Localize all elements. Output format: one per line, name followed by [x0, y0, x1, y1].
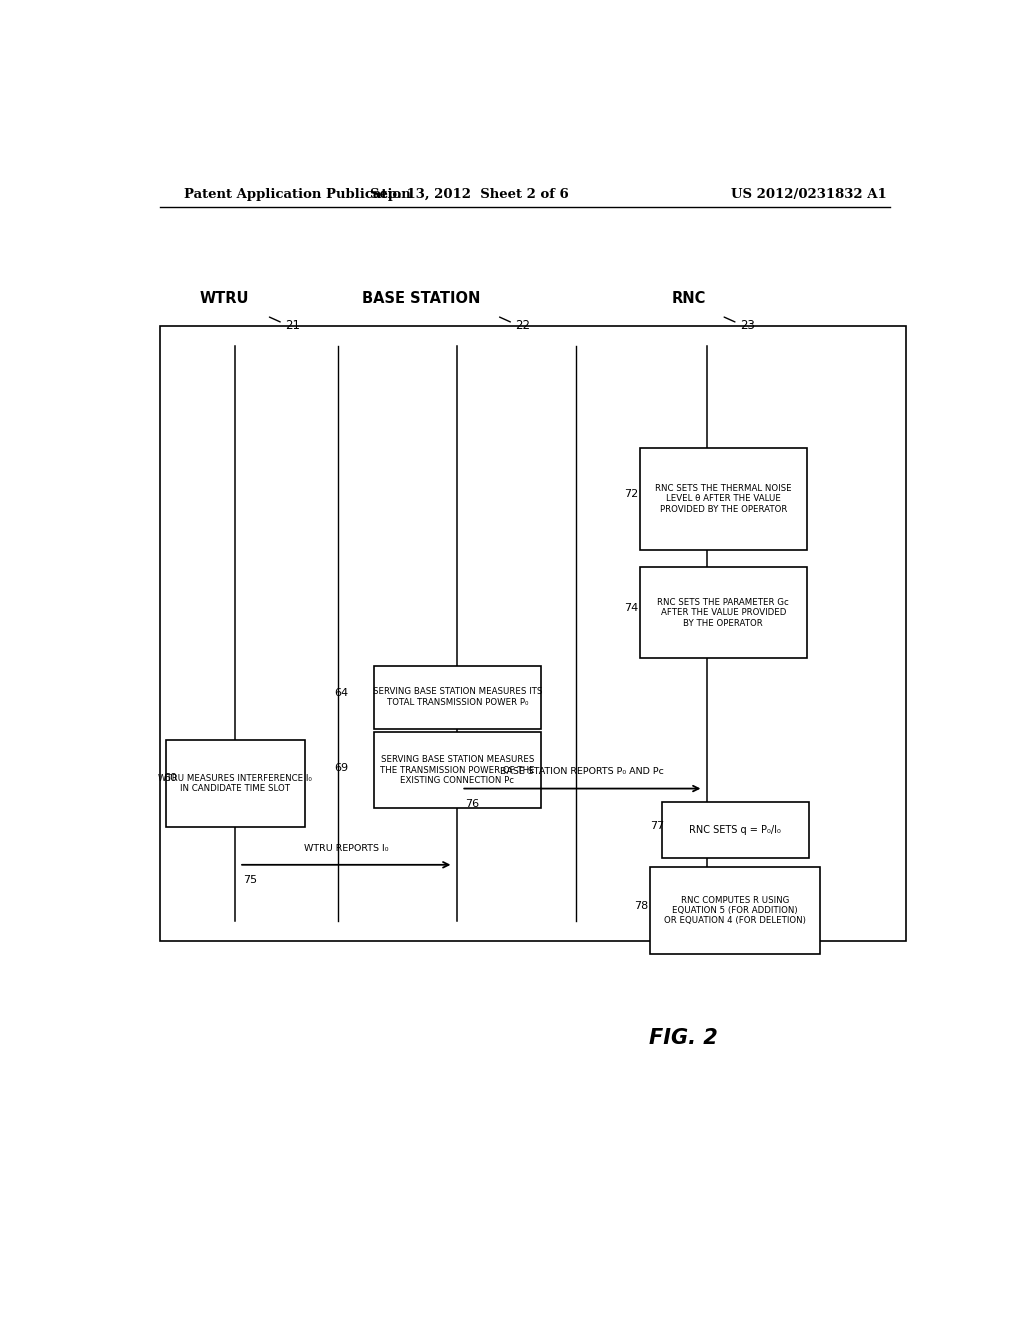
Bar [374, 733, 541, 808]
Text: RNC SETS q = P₀/I₀: RNC SETS q = P₀/I₀ [689, 825, 781, 836]
Text: 75: 75 [243, 875, 257, 884]
Text: 78: 78 [634, 902, 648, 912]
Text: Sep. 13, 2012  Sheet 2 of 6: Sep. 13, 2012 Sheet 2 of 6 [370, 189, 568, 202]
Text: 76: 76 [465, 799, 479, 809]
Text: BASE STATION REPORTS P₀ AND Pᴄ: BASE STATION REPORTS P₀ AND Pᴄ [501, 767, 665, 776]
Text: 60: 60 [164, 774, 178, 783]
Text: 77: 77 [650, 821, 665, 832]
Text: US 2012/0231832 A1: US 2012/0231832 A1 [731, 189, 887, 202]
Text: 23: 23 [740, 318, 755, 331]
Text: 64: 64 [334, 688, 348, 698]
Text: SERVING BASE STATION MEASURES
THE TRANSMISSION POWER OF THE
EXISTING CONNECTION : SERVING BASE STATION MEASURES THE TRANSM… [380, 755, 535, 785]
Bar [374, 665, 541, 729]
Text: 21: 21 [285, 318, 300, 331]
Text: BASE STATION: BASE STATION [362, 292, 480, 306]
Bar [640, 568, 807, 659]
Text: RNC SETS THE PARAMETER Gc
AFTER THE VALUE PROVIDED
BY THE OPERATOR: RNC SETS THE PARAMETER Gc AFTER THE VALU… [657, 598, 790, 627]
Bar [166, 741, 304, 826]
Text: Patent Application Publication: Patent Application Publication [183, 189, 411, 202]
Bar [650, 867, 820, 954]
Text: 22: 22 [515, 318, 530, 331]
Text: WTRU MEASURES INTERFERENCE I₀
IN CANDIDATE TIME SLOT: WTRU MEASURES INTERFERENCE I₀ IN CANDIDA… [158, 774, 312, 793]
Bar [662, 803, 809, 858]
Text: 69: 69 [334, 763, 348, 774]
Bar [160, 326, 905, 941]
Bar [640, 447, 807, 549]
Text: WTRU REPORTS I₀: WTRU REPORTS I₀ [304, 843, 388, 853]
Text: RNC: RNC [672, 292, 706, 306]
Text: 74: 74 [624, 603, 638, 612]
Text: RNC SETS THE THERMAL NOISE
LEVEL θ AFTER THE VALUE
PROVIDED BY THE OPERATOR: RNC SETS THE THERMAL NOISE LEVEL θ AFTER… [655, 484, 792, 513]
Text: SERVING BASE STATION MEASURES ITS
TOTAL TRANSMISSION POWER P₀: SERVING BASE STATION MEASURES ITS TOTAL … [373, 688, 542, 706]
Text: FIG. 2: FIG. 2 [649, 1027, 718, 1048]
Text: 72: 72 [624, 488, 638, 499]
Text: WTRU: WTRU [200, 292, 249, 306]
Text: RNC COMPUTES R USING
EQUATION 5 (FOR ADDITION)
OR EQUATION 4 (FOR DELETION): RNC COMPUTES R USING EQUATION 5 (FOR ADD… [665, 896, 806, 925]
